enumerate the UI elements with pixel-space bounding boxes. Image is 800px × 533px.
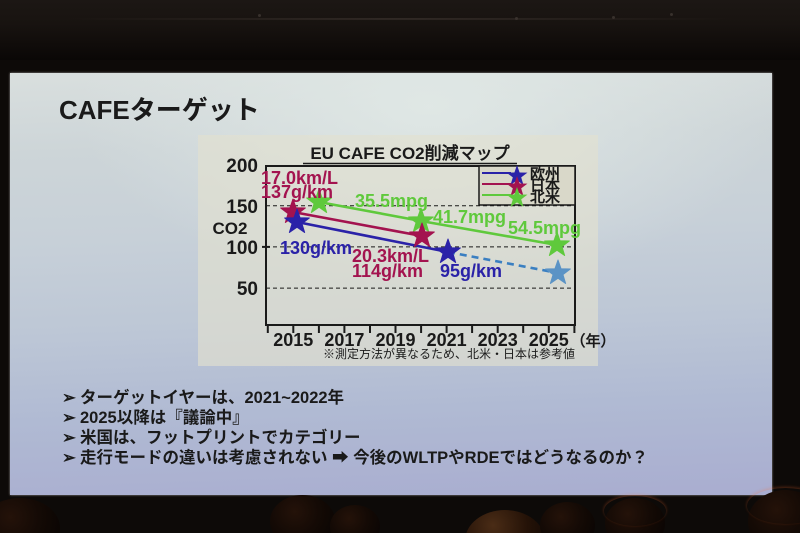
svg-text:50: 50	[237, 279, 258, 300]
svg-text:100: 100	[226, 238, 258, 259]
svg-text:EU CAFE CO2削減マップ: EU CAFE CO2削減マップ	[310, 143, 510, 163]
svg-text:137g/km: 137g/km	[261, 182, 333, 202]
svg-text:200: 200	[226, 156, 258, 177]
svg-text:54.5mpg: 54.5mpg	[508, 218, 581, 238]
svg-text:北米: 北米	[530, 188, 561, 206]
svg-text:※測定方法が異なるため、北米・日本は参考値: ※測定方法が異なるため、北米・日本は参考値	[323, 346, 575, 361]
svg-text:2015: 2015	[273, 330, 313, 350]
svg-text:150: 150	[226, 197, 258, 218]
svg-text:130g/km: 130g/km	[280, 238, 352, 258]
svg-text:CO2: CO2	[213, 219, 248, 238]
svg-text:（年）: （年）	[570, 332, 615, 350]
svg-text:41.7mpg: 41.7mpg	[433, 207, 506, 227]
svg-text:35.5mpg: 35.5mpg	[355, 191, 428, 211]
svg-text:95g/km: 95g/km	[440, 261, 502, 281]
svg-text:114g/km: 114g/km	[352, 261, 423, 281]
